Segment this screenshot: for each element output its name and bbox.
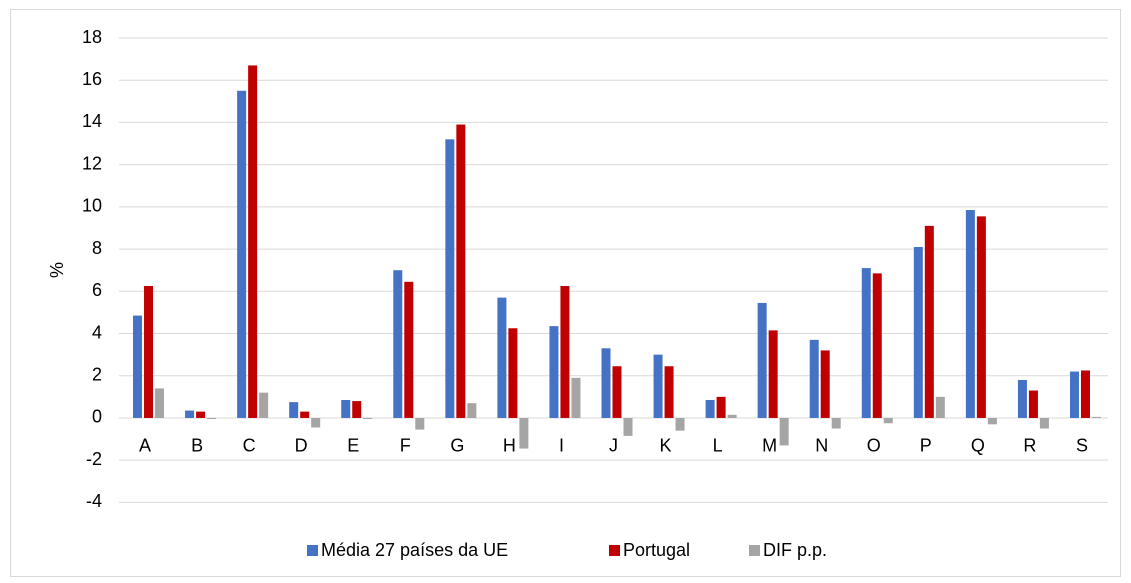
bar bbox=[965, 210, 975, 418]
x-tick-label: A bbox=[139, 436, 151, 456]
bar bbox=[987, 417, 997, 425]
bar bbox=[415, 417, 425, 430]
y-tick-label: 6 bbox=[92, 280, 102, 300]
bar bbox=[1017, 379, 1027, 418]
y-tick-label: -2 bbox=[86, 449, 102, 469]
bar bbox=[237, 90, 247, 418]
x-tick-label: Q bbox=[971, 436, 985, 456]
x-tick-label: F bbox=[400, 436, 411, 456]
bar bbox=[352, 401, 362, 418]
legend-marker bbox=[609, 545, 620, 556]
bar bbox=[861, 268, 871, 418]
bar bbox=[445, 139, 455, 418]
x-tick-label: O bbox=[867, 436, 881, 456]
x-tick-label: N bbox=[815, 436, 828, 456]
bar bbox=[716, 396, 726, 418]
legend-label: Portugal bbox=[623, 540, 690, 560]
bar bbox=[924, 225, 934, 418]
bar bbox=[664, 366, 674, 418]
y-tick-label: 16 bbox=[82, 69, 102, 89]
bar bbox=[831, 417, 841, 429]
bar bbox=[872, 273, 882, 418]
bar bbox=[393, 270, 403, 418]
bar bbox=[768, 330, 778, 418]
x-tick-label: H bbox=[503, 436, 516, 456]
y-axis-label: % bbox=[47, 262, 67, 278]
bar bbox=[519, 417, 529, 449]
y-tick-label: 18 bbox=[82, 27, 102, 47]
bar bbox=[623, 417, 633, 436]
bar bbox=[601, 348, 611, 418]
bar bbox=[560, 286, 570, 418]
x-tick-label: R bbox=[1023, 436, 1036, 456]
bar bbox=[363, 417, 373, 420]
bar bbox=[727, 414, 737, 418]
bar bbox=[976, 216, 986, 418]
bar bbox=[1080, 370, 1090, 418]
legend-label: Média 27 países da UE bbox=[321, 540, 508, 560]
bar bbox=[809, 339, 819, 418]
bar bbox=[820, 350, 830, 418]
bar bbox=[404, 281, 414, 418]
y-tick-label: -4 bbox=[86, 491, 102, 511]
bar bbox=[467, 403, 477, 418]
y-tick-label: 0 bbox=[92, 407, 102, 427]
bar bbox=[311, 417, 321, 428]
bar bbox=[705, 400, 715, 418]
bar bbox=[300, 411, 310, 418]
x-tick-label: L bbox=[713, 436, 723, 456]
bar bbox=[1028, 390, 1038, 418]
bar bbox=[779, 417, 789, 446]
bar bbox=[1039, 417, 1049, 429]
x-tick-label: K bbox=[660, 436, 672, 456]
x-tick-label: G bbox=[450, 436, 464, 456]
bar bbox=[757, 302, 767, 418]
bar bbox=[1069, 371, 1079, 418]
bar bbox=[207, 417, 217, 420]
bar bbox=[133, 315, 143, 418]
bar bbox=[508, 328, 518, 418]
bar bbox=[612, 366, 622, 418]
bar bbox=[571, 377, 581, 418]
bar bbox=[913, 246, 923, 418]
bar bbox=[1091, 416, 1101, 418]
y-tick-label: 4 bbox=[92, 322, 102, 342]
bar bbox=[341, 400, 351, 418]
bar bbox=[248, 65, 258, 418]
x-tick-label: M bbox=[762, 436, 777, 456]
y-tick-label: 12 bbox=[82, 153, 102, 173]
bar bbox=[653, 354, 663, 418]
bar bbox=[289, 402, 299, 418]
legend-marker bbox=[749, 545, 760, 556]
bar bbox=[935, 396, 945, 418]
x-tick-label: E bbox=[347, 436, 359, 456]
y-tick-label: 14 bbox=[82, 111, 102, 131]
y-tick-label: 2 bbox=[92, 364, 102, 384]
y-tick-label: 10 bbox=[82, 196, 102, 216]
bar bbox=[155, 388, 165, 418]
bar bbox=[185, 410, 195, 418]
bar bbox=[144, 286, 154, 418]
y-tick-label: 8 bbox=[92, 238, 102, 258]
legend-marker bbox=[307, 545, 318, 556]
x-tick-label: J bbox=[609, 436, 618, 456]
x-tick-label: D bbox=[295, 436, 308, 456]
x-tick-label: I bbox=[559, 436, 564, 456]
bar bbox=[675, 417, 685, 431]
bar bbox=[456, 124, 466, 418]
bar bbox=[549, 326, 559, 418]
x-tick-label: P bbox=[920, 436, 932, 456]
bar bbox=[196, 411, 206, 418]
x-tick-label: C bbox=[243, 436, 256, 456]
legend-label: DIF p.p. bbox=[763, 540, 827, 560]
x-tick-label: B bbox=[191, 436, 203, 456]
bar bbox=[497, 297, 507, 418]
bar bbox=[259, 392, 269, 418]
x-tick-label: S bbox=[1076, 436, 1088, 456]
bar bbox=[883, 417, 893, 424]
